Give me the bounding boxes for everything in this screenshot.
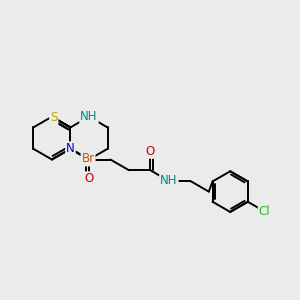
Text: Cl: Cl <box>259 205 270 218</box>
Text: NH: NH <box>80 110 98 123</box>
Text: O: O <box>84 172 94 185</box>
Text: Br: Br <box>82 152 94 166</box>
Text: NH: NH <box>160 174 178 188</box>
Text: S: S <box>50 111 58 124</box>
Text: N: N <box>66 142 75 155</box>
Text: O: O <box>146 145 155 158</box>
